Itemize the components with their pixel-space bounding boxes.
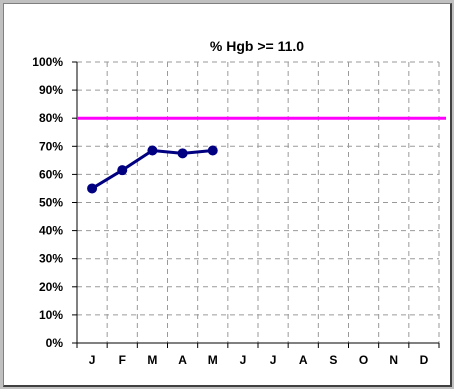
x-tick-label: S xyxy=(329,353,337,367)
chart-title: % Hgb >= 11.0 xyxy=(210,38,304,54)
data-point xyxy=(117,165,128,176)
y-tick-label: 20% xyxy=(39,280,63,294)
y-tick-label: 90% xyxy=(39,83,63,97)
grid xyxy=(77,61,440,343)
x-tick-label: N xyxy=(389,353,398,367)
x-tick-label: J xyxy=(240,353,247,367)
data-point xyxy=(177,148,188,159)
x-tick-label: F xyxy=(119,353,126,367)
x-tick-label: A xyxy=(299,353,308,367)
x-tick-label: O xyxy=(359,353,368,367)
x-tick-label: J xyxy=(270,353,277,367)
y-tick-label: 100% xyxy=(32,55,63,69)
y-tick-label: 60% xyxy=(39,167,63,181)
data-point xyxy=(207,145,218,156)
x-tick-label: J xyxy=(89,353,96,367)
series-segment xyxy=(91,168,124,190)
x-tick-label: M xyxy=(147,353,157,367)
x-tick-label: D xyxy=(420,353,429,367)
axes xyxy=(72,61,440,348)
data-point xyxy=(147,145,158,156)
x-tick-label: A xyxy=(178,353,187,367)
series-segment xyxy=(182,149,213,155)
data-point xyxy=(87,183,98,194)
y-tick-label: 0% xyxy=(46,336,64,350)
x-tick-label: M xyxy=(208,353,218,367)
y-tick-labels: 0% 10% 20% 30% 40% 50% 60% 70% 80% 90% 100% xyxy=(32,55,63,350)
series-segment xyxy=(152,149,183,155)
series xyxy=(87,145,218,194)
y-tick-label: 40% xyxy=(39,224,63,238)
y-tick-label: 80% xyxy=(39,111,63,125)
y-tick-label: 30% xyxy=(39,252,63,266)
series-segment xyxy=(121,149,154,172)
y-tick-label: 10% xyxy=(39,308,63,322)
y-tick-label: 70% xyxy=(39,139,63,153)
y-tick-label: 50% xyxy=(39,196,63,210)
